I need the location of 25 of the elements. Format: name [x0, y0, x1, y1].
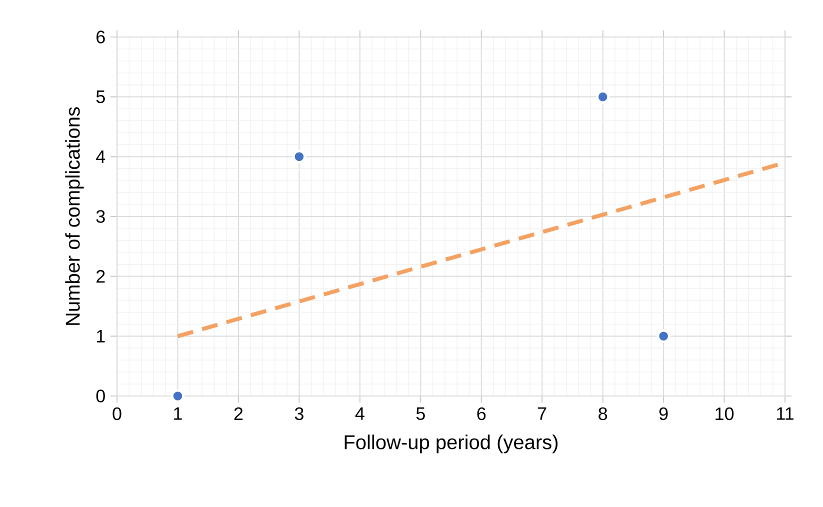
- point: [170, 389, 185, 403]
- x-tick-label: 3: [294, 407, 304, 420]
- x-tick-label: 10: [716, 407, 734, 420]
- x-tick-label: 7: [538, 407, 546, 420]
- x-tick-label: 1: [174, 407, 182, 420]
- x-tick-label: 11: [777, 407, 794, 420]
- x-tick-label: 6: [477, 407, 486, 420]
- point: [596, 90, 610, 104]
- x-tick-label: 4: [355, 407, 364, 420]
- y-tick-label: 5: [96, 90, 105, 104]
- x-tick-label: 0: [112, 407, 122, 420]
- x-tick-label: 5: [416, 407, 425, 420]
- y-tick-label: 3: [96, 210, 105, 223]
- x-tick-label: 2: [234, 407, 243, 420]
- x-axis-title: Follow-up period (years): [344, 434, 558, 454]
- y-tick-label: 4: [96, 150, 106, 163]
- point: [656, 329, 670, 343]
- y-axis-title: Number of complications: [65, 107, 84, 325]
- y-tick-label: 6: [96, 30, 105, 44]
- x-tick-label: 8: [598, 407, 608, 420]
- y-tick-label: 1: [96, 330, 105, 342]
- point: [292, 150, 306, 164]
- y-tick-label: 0: [96, 390, 105, 402]
- y-tick-label: 2: [96, 270, 105, 283]
- x-tick-label: 9: [659, 407, 668, 420]
